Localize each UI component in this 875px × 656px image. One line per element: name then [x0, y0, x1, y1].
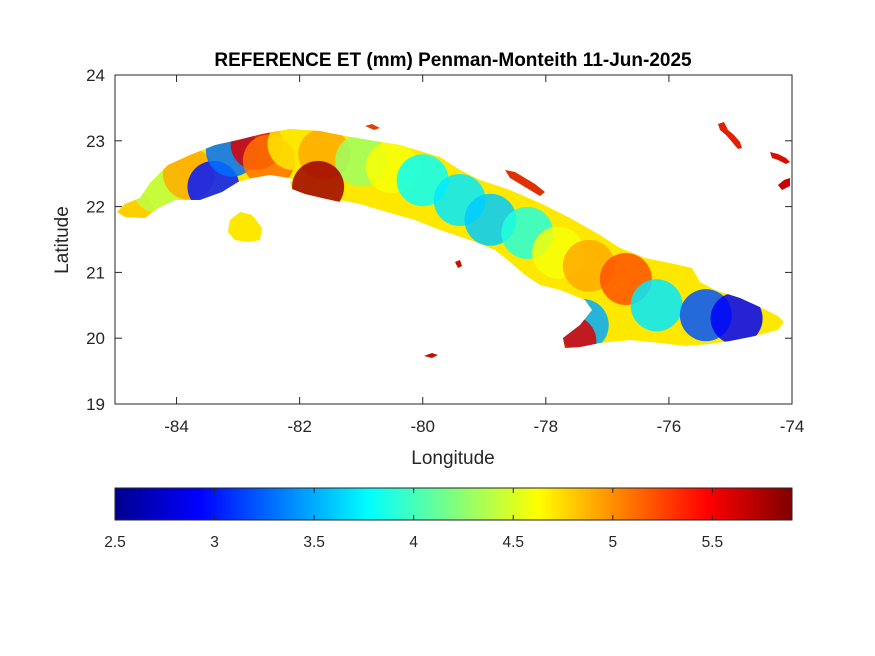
colorbar-tick-label: 5.5 — [702, 534, 724, 551]
y-tick-label: 20 — [86, 329, 105, 348]
islet-east — [770, 152, 790, 164]
chart-title: REFERENCE ET (mm) Penman-Monteith 11-Jun… — [214, 50, 692, 71]
colorbar-tick-label: 5 — [608, 534, 617, 551]
y-tick-label: 24 — [86, 66, 105, 85]
keys-north — [365, 124, 380, 130]
y-tick-label: 21 — [86, 263, 105, 282]
y-axis-ticks: 19 20 21 22 23 24 — [86, 66, 792, 414]
colorbar-tick-label: 4 — [409, 534, 418, 551]
islet-south — [424, 353, 438, 358]
y-axis-label: Latitude — [52, 206, 73, 274]
plot-area — [115, 75, 792, 404]
y-tick-label: 22 — [86, 198, 105, 217]
islet-northeast — [718, 122, 742, 149]
colorbar-tick-label: 2.5 — [104, 534, 126, 551]
x-tick-label: -84 — [164, 417, 189, 436]
x-tick-label: -82 — [287, 417, 312, 436]
et-region-20 — [710, 292, 763, 345]
islet-far-east — [778, 178, 790, 190]
y-tick-label: 23 — [86, 132, 105, 151]
et-region-18 — [630, 279, 683, 332]
keys-and-islets — [365, 122, 790, 358]
colorbar-tick-label: 4.5 — [502, 534, 524, 551]
x-tick-label: -74 — [780, 417, 805, 436]
x-tick-label: -78 — [534, 417, 559, 436]
colorbar-tick-label: 3.5 — [303, 534, 325, 551]
colorbar-ticks: 2.5 3 3.5 4 4.5 5 5.5 — [104, 488, 723, 551]
keys-north-central — [505, 170, 545, 196]
keys-south — [455, 260, 462, 268]
y-tick-label: 19 — [86, 395, 105, 414]
colorbar — [114, 487, 793, 521]
x-tick-label: -76 — [657, 417, 682, 436]
colorbar-tick-label: 3 — [210, 534, 219, 551]
x-axis-ticks: -84 -82 -80 -78 -76 -74 — [164, 75, 804, 436]
x-axis-label: Longitude — [411, 448, 494, 469]
axes-border — [114, 74, 793, 405]
x-tick-label: -80 — [410, 417, 435, 436]
